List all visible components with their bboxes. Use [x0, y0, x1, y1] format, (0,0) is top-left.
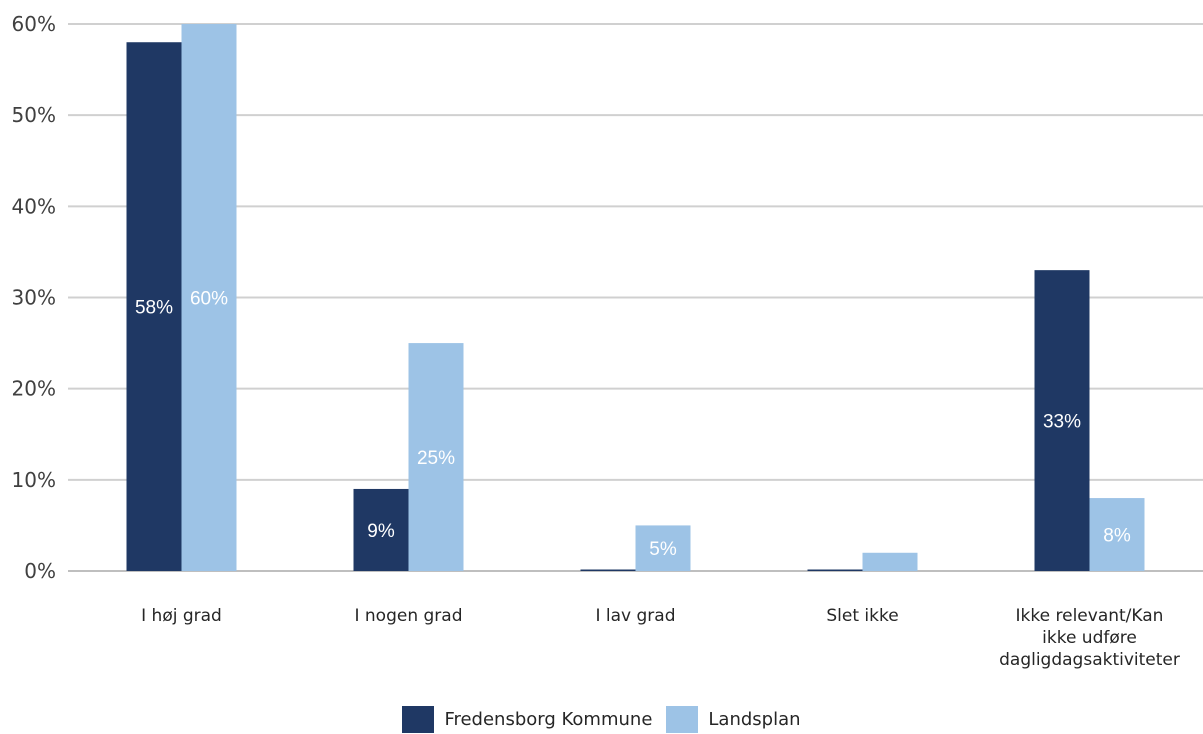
- y-tick-label: 40%: [12, 194, 56, 218]
- category-labels: I høj grad I nogen grad I lav grad Slet ikk…: [141, 606, 1180, 670]
- y-tick-label: 30%: [12, 286, 56, 310]
- bar-fredensborg: [1034, 270, 1090, 571]
- bar-landsplan: [862, 552, 918, 571]
- category-label: I nogen grad: [354, 606, 462, 626]
- legend-label-landsplan: Landsplan: [708, 708, 801, 730]
- bar-fredensborg: [807, 569, 863, 571]
- data-label: 25%: [417, 448, 455, 469]
- category-label: Slet ikke: [826, 606, 898, 626]
- bar-landsplan: [408, 343, 464, 571]
- data-labels: 58% 60% 9% 25% 5% 33% 8%: [135, 289, 1131, 561]
- bar-landsplan: [181, 24, 237, 571]
- category-label: dagligdagsaktiviteter: [999, 650, 1180, 670]
- data-label: 58%: [135, 298, 173, 319]
- legend-swatch-landsplan: [666, 705, 699, 733]
- legend-swatch-fredensborg: [402, 705, 435, 733]
- category-label: I lav grad: [595, 606, 675, 626]
- legend-item-fredensborg: Fredensborg Kommune: [402, 705, 653, 733]
- category-label: Ikke relevant/Kan: [1016, 606, 1164, 626]
- category-label: ikke udføre: [1042, 628, 1137, 648]
- bar-fredensborg: [353, 488, 409, 571]
- legend: Fredensborg Kommune Landsplan: [0, 704, 1203, 734]
- data-label: 5%: [649, 539, 677, 560]
- bars: [126, 24, 1145, 571]
- y-tick-label: 60%: [12, 12, 56, 36]
- data-label: 8%: [1103, 526, 1131, 547]
- y-tick-label: 50%: [12, 103, 56, 127]
- bar-landsplan: [1089, 498, 1145, 571]
- data-label: 9%: [367, 521, 395, 542]
- bar-chart: 0%10%20%30%40%50%60% 58% 60%9%25%5%33%8% …: [12, 12, 1203, 670]
- y-tick-label: 0%: [24, 559, 56, 583]
- category-label: I høj grad: [141, 606, 222, 626]
- bar-fredensborg: [580, 569, 636, 571]
- bar-fredensborg: [126, 42, 182, 571]
- legend-label-fredensborg: Fredensborg Kommune: [444, 708, 653, 730]
- gridlines: [68, 23, 1203, 572]
- y-axis-ticks: 0% 10% 20% 30% 40% 50% 60%: [12, 12, 56, 583]
- bar-landsplan: [635, 525, 691, 571]
- y-tick-label: 20%: [12, 377, 56, 401]
- y-tick-label: 10%: [12, 468, 56, 492]
- data-label: 33%: [1043, 412, 1081, 433]
- legend-item-landsplan: Landsplan: [666, 705, 801, 733]
- data-label: 60%: [190, 289, 228, 310]
